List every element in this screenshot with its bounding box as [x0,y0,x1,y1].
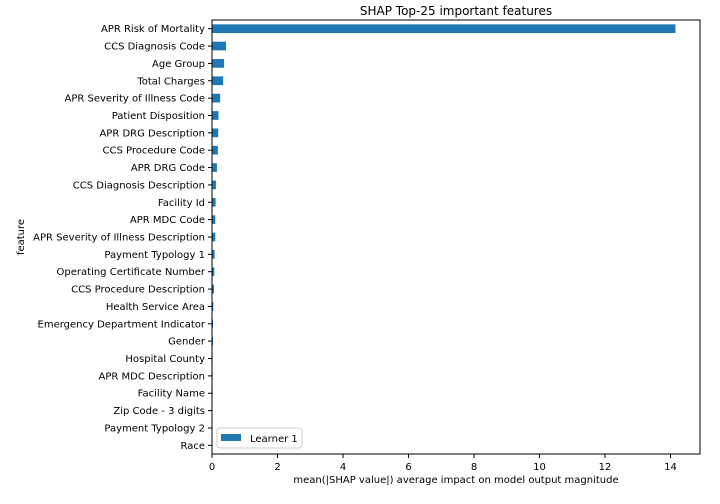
bar [212,93,221,103]
x-tick-label: 10 [533,462,546,473]
bar [212,267,215,277]
bar [212,41,227,51]
x-tick-label: 8 [471,462,477,473]
y-tick-label: Age Group [152,59,205,70]
y-tick-label: Race [180,441,205,452]
x-tick-label: 2 [274,462,280,473]
bar [212,232,216,242]
bar [212,24,676,34]
x-axis-label: mean(|SHAP value|) average impact on mod… [293,475,618,486]
y-tick-label: Facility Name [138,389,205,400]
y-tick-label: Health Service Area [106,302,205,313]
chart-title: SHAP Top-25 important features [360,4,552,18]
bar [212,163,217,172]
y-tick-label: APR MDC Code [130,215,205,226]
legend-swatch [221,434,241,441]
bar [212,76,224,86]
x-axis-ticks: 0 2 4 6 8 10 12 14 [209,454,677,473]
y-tick-label: Payment Typology 2 [104,423,205,434]
y-tick-label: APR DRG Code [131,163,205,174]
y-tick-label: Emergency Department Indicator [38,319,206,330]
y-tick-label: APR Severity of Illness Code [65,94,206,105]
bar [212,215,216,224]
y-axis-label: feature [16,219,27,255]
x-tick-label: 0 [209,462,215,473]
bar [212,302,214,311]
y-tick-label: APR Risk of Mortality [101,24,205,35]
y-tick-label: Zip Code - 3 digits [113,406,205,417]
y-tick-label: Payment Typology 1 [104,250,205,261]
x-tick-label: 6 [405,462,411,473]
x-tick-label: 4 [340,462,346,473]
y-tick-label: CCS Procedure Code [102,146,205,157]
bar [212,59,225,68]
bar [212,128,219,138]
bar [212,180,216,190]
y-tick-label: APR MDC Description [99,371,205,382]
legend-box [216,427,303,449]
bar [212,145,218,155]
y-tick-label: APR Severity of Illness Description [33,233,205,244]
y-axis-ticks: APR Risk of Mortality CCS Diagnosis Code A… [33,24,212,452]
y-tick-label: CCS Procedure Description [71,285,205,296]
y-tick-label: Gender [168,337,206,348]
bar [212,197,216,207]
y-tick-label: CCS Diagnosis Code [104,42,205,53]
y-tick-label: CCS Diagnosis Description [73,180,205,191]
bar [212,250,215,259]
legend-label: Learner 1 [250,434,298,445]
y-tick-label: Total Charges [136,76,205,87]
y-tick-label: Facility Id [158,198,205,209]
y-tick-label: Hospital County [125,354,205,365]
x-tick-label: 14 [664,462,677,473]
plot-frame [211,19,701,455]
y-tick-label: Patient Disposition [112,111,205,122]
y-tick-label: APR DRG Description [99,128,205,139]
bar [212,111,219,120]
bar [212,284,214,294]
legend: Learner 1 [216,427,303,449]
y-tick-label: Operating Certificate Number [57,267,206,278]
x-tick-label: 12 [599,462,612,473]
